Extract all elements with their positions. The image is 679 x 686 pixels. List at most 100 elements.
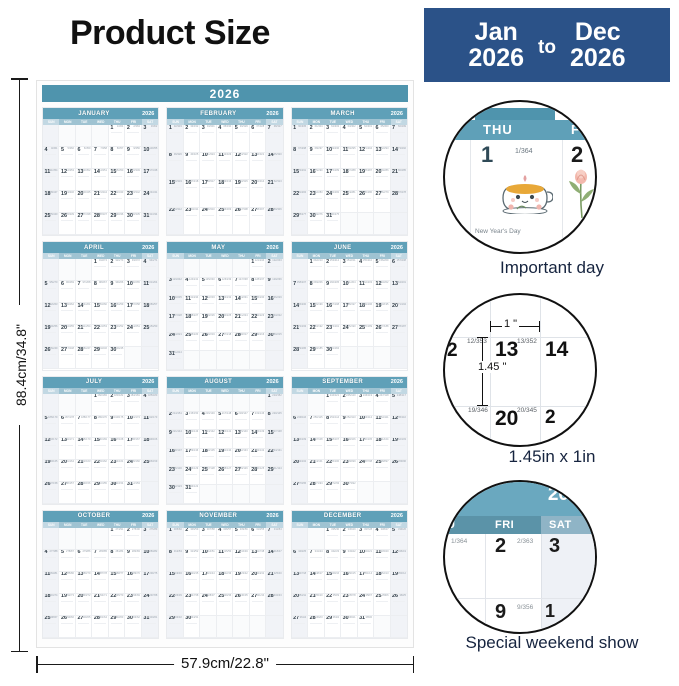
day-cell[interactable]: 16 259/106 — [341, 437, 358, 460]
day-cell[interactable]: 21 141/224 — [233, 314, 250, 333]
day-cell[interactable]: 15 74/291 — [291, 169, 309, 192]
day-cell[interactable]: 8 220/145 — [266, 411, 283, 431]
day-cell[interactable]: 26 57/308 — [233, 207, 250, 236]
day-cell[interactable]: 1 182/183 — [92, 393, 109, 416]
day-cell[interactable]: 27 178/187 — [390, 325, 407, 348]
day-cell[interactable]: 25 359/6 — [374, 593, 391, 616]
day-cell[interactable]: 30 120/245 — [108, 347, 126, 370]
day-cell[interactable]: 20 354/11 — [291, 593, 309, 616]
day-cell[interactable]: 14 14/351 — [92, 169, 109, 192]
day-cell[interactable]: 22 356/9 — [324, 593, 342, 616]
day-cell[interactable]: 20 263/102 — [291, 459, 309, 482]
day-cell[interactable]: 21 21/344 — [92, 191, 109, 214]
day-cell[interactable]: 2 183/182 — [108, 393, 126, 416]
day-cell[interactable]: 22 295/70 — [108, 593, 126, 616]
day-cell[interactable]: 8 159/206 — [308, 281, 325, 304]
day-cell[interactable]: 30 150/215 — [266, 332, 283, 352]
day-cell[interactable]: 10 10/355 — [141, 147, 159, 170]
day-cell[interactable]: 6 187/178 — [59, 415, 76, 438]
day-cell[interactable]: 2 61/304 — [308, 125, 325, 148]
day-cell[interactable]: 6 279/86 — [75, 549, 93, 572]
day-cell[interactable]: 10 100/265 — [125, 281, 142, 304]
day-cell[interactable]: 8 98/267 — [92, 281, 109, 304]
day-cell[interactable]: 7 66/299 — [390, 125, 407, 148]
day-cell[interactable]: 19 292/73 — [59, 593, 76, 616]
month-block[interactable]: SEPTEMBER 2026 SUN MON TUE WED THU FRI SAT 1 244/1… — [290, 375, 408, 505]
month-block[interactable]: MARCH 2026 SUN MON TUE WED THU FRI SAT 1 60/305 2 61… — [290, 107, 408, 237]
day-cell[interactable]: 27 147/218 — [216, 332, 234, 352]
day-cell[interactable]: 21 325/40 — [266, 571, 283, 594]
day-cell[interactable]: 14 73/292 — [390, 147, 407, 170]
day-cell[interactable]: 23 113/252 — [108, 325, 126, 348]
day-cell[interactable]: 30 364/1 — [341, 615, 358, 638]
day-cell[interactable]: 26 146/219 — [200, 332, 217, 352]
day-cell[interactable]: 11 42/323 — [216, 152, 234, 181]
day-cell[interactable]: 15 46/319 — [167, 180, 184, 208]
day-cell[interactable]: 2 245/120 — [341, 393, 358, 416]
day-cell[interactable]: 10 283/82 — [141, 549, 159, 572]
day-cell[interactable]: 8 67/298 — [291, 147, 309, 170]
day-cell[interactable]: 11 162/203 — [357, 281, 375, 304]
day-cell[interactable]: 30 303/62 — [125, 615, 142, 638]
day-cell[interactable]: 21 111/254 — [75, 325, 93, 348]
day-cell[interactable]: 19 323/42 — [233, 571, 250, 594]
day-cell[interactable]: 23 174/191 — [324, 325, 342, 348]
day-cell[interactable]: 11 11/354 — [43, 169, 60, 192]
day-cell[interactable]: 6 126/239 — [216, 277, 234, 296]
day-cell[interactable]: 2 2/363 — [125, 125, 142, 148]
day-cell[interactable]: 3 3/362 — [141, 125, 159, 148]
day-cell[interactable]: 13 256/109 — [291, 437, 309, 460]
day-cell[interactable]: 25 115/250 — [141, 325, 159, 348]
day-cell[interactable]: 18 18/347 — [43, 191, 60, 214]
day-cell[interactable]: 19 262/103 — [390, 437, 407, 460]
day-cell[interactable]: 6 249/116 — [291, 415, 309, 438]
day-cell[interactable]: 6 96/269 — [59, 281, 76, 304]
day-cell[interactable]: 30 242/123 — [167, 485, 184, 504]
day-cell[interactable]: 10 69/296 — [324, 147, 342, 170]
day-cell[interactable]: 23 54/311 — [183, 207, 201, 236]
day-cell[interactable]: 19 200/165 — [43, 459, 60, 482]
day-cell[interactable]: 27 331/34 — [249, 593, 267, 616]
day-cell[interactable]: 14 226/139 — [249, 430, 267, 449]
day-cell[interactable]: 24 175/190 — [341, 325, 358, 348]
day-cell[interactable]: 2 336/29 — [341, 527, 358, 550]
day-cell[interactable]: 8 281/84 — [108, 549, 126, 572]
day-cell[interactable]: 27 361/4 — [291, 615, 309, 638]
day-cell[interactable]: 24 236/129 — [183, 467, 201, 486]
day-cell[interactable]: 26 207/158 — [43, 481, 60, 504]
day-cell[interactable]: 30 273/92 — [341, 481, 358, 504]
day-cell[interactable]: 13 347/18 — [291, 571, 309, 594]
day-cell[interactable]: 7 38/327 — [266, 125, 283, 153]
day-cell[interactable]: 15 319/46 — [167, 571, 184, 594]
day-cell[interactable]: 3 93/272 — [125, 259, 142, 282]
day-cell[interactable]: 11 223/142 — [200, 430, 217, 449]
day-cell[interactable]: 26 116/249 — [43, 347, 60, 370]
day-cell[interactable]: 15 288/77 — [108, 571, 126, 594]
day-cell[interactable]: 23 143/222 — [266, 314, 283, 333]
day-cell[interactable]: 7 188/177 — [75, 415, 93, 438]
day-cell[interactable]: 11 70/295 — [341, 147, 358, 170]
day-cell[interactable]: 10 344/21 — [357, 549, 375, 572]
day-cell[interactable]: 27 117/248 — [59, 347, 76, 370]
day-cell[interactable]: 16 167/198 — [324, 303, 342, 326]
day-cell[interactable]: 27 239/126 — [233, 467, 250, 486]
day-cell[interactable]: 16 320/45 — [183, 571, 201, 594]
day-cell[interactable]: 29 363/2 — [324, 615, 342, 638]
day-cell[interactable]: 29 119/246 — [92, 347, 109, 370]
day-cell[interactable]: 20 293/72 — [75, 593, 93, 616]
day-cell[interactable]: 1 335/30 — [324, 527, 342, 550]
day-cell[interactable]: 31 151/214 — [167, 351, 184, 370]
day-cell[interactable]: 13 317/48 — [249, 549, 267, 572]
day-cell[interactable]: 13 194/171 — [59, 437, 76, 460]
day-cell[interactable]: 21 202/163 — [75, 459, 93, 482]
day-cell[interactable]: 2 214/151 — [167, 411, 184, 431]
day-cell[interactable]: 28 332/33 — [266, 593, 283, 616]
day-cell[interactable]: 30 89/276 — [308, 213, 325, 236]
day-cell[interactable]: 4 308/57 — [216, 527, 234, 550]
day-cell[interactable]: 31 365/0 — [357, 615, 375, 638]
day-cell[interactable]: 1 1/364 — [108, 125, 126, 148]
day-cell[interactable]: 3 154/211 — [341, 259, 358, 282]
day-cell[interactable]: 4 247/118 — [374, 393, 391, 416]
day-cell[interactable]: 26 85/280 — [357, 191, 375, 214]
day-cell[interactable]: 12 346/19 — [390, 549, 407, 572]
